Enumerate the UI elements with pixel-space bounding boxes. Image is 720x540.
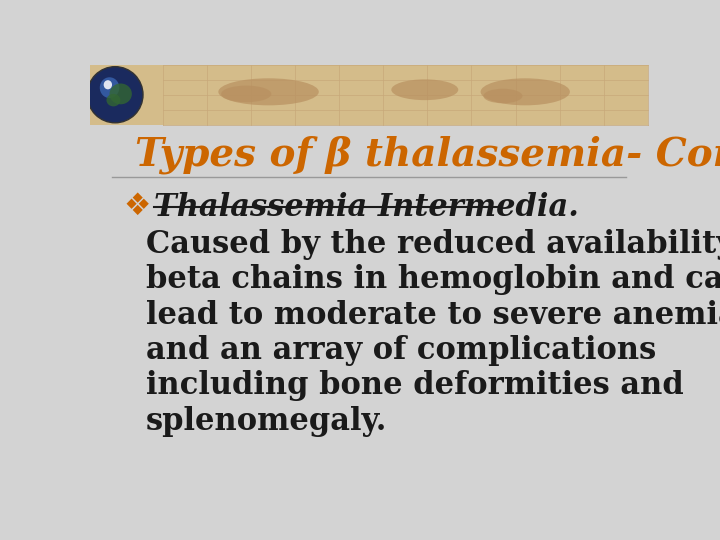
Ellipse shape: [109, 84, 132, 104]
Ellipse shape: [107, 94, 120, 106]
Text: lead to moderate to severe anemia: lead to moderate to severe anemia: [145, 300, 720, 330]
Ellipse shape: [218, 78, 319, 105]
Text: including bone deformities and: including bone deformities and: [145, 370, 683, 401]
Ellipse shape: [100, 77, 120, 98]
Text: Caused by the reduced availability of: Caused by the reduced availability of: [145, 229, 720, 260]
Ellipse shape: [483, 89, 523, 103]
Text: Thalassemia Intermedia.: Thalassemia Intermedia.: [154, 192, 579, 222]
Text: splenomegaly.: splenomegaly.: [145, 406, 387, 437]
Ellipse shape: [104, 80, 112, 89]
Text: Types of β thalassemia- Cont: Types of β thalassemia- Cont: [135, 136, 720, 174]
FancyBboxPatch shape: [90, 65, 648, 125]
Ellipse shape: [392, 79, 459, 100]
Ellipse shape: [481, 78, 570, 105]
Text: ❖: ❖: [124, 192, 151, 221]
Text: beta chains in hemoglobin and can: beta chains in hemoglobin and can: [145, 265, 720, 295]
Ellipse shape: [221, 85, 271, 102]
Text: and an array of complications: and an array of complications: [145, 335, 656, 366]
Ellipse shape: [87, 66, 143, 123]
